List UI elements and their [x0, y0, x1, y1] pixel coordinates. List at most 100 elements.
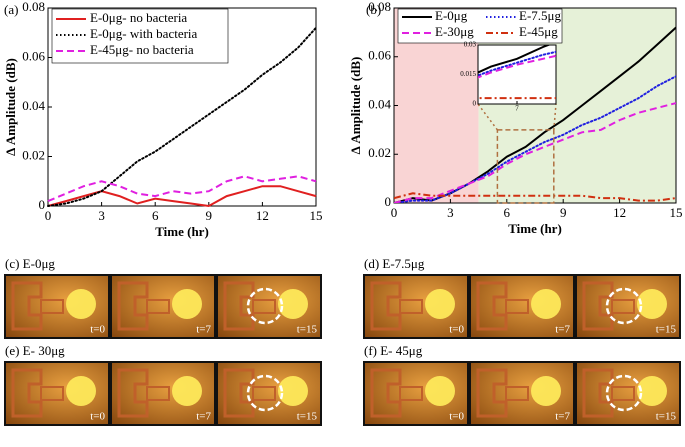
x-tick-label: 12: [256, 208, 269, 223]
zoom-box: [496, 129, 555, 204]
panel-label: (e) E- 30μg: [5, 343, 65, 358]
panel-label: (f) E- 45μg: [364, 343, 423, 358]
x-tick-label: 9: [560, 205, 567, 220]
panel-label: (d) E-7.5μg: [364, 256, 425, 271]
y-tick-label: 0: [385, 194, 392, 209]
highlight-circle: [605, 374, 643, 412]
y-tick-label: 0.06: [22, 48, 45, 63]
frame-time: t=15: [297, 411, 318, 423]
frame-time: t=0: [90, 324, 105, 336]
data-line: [478, 45, 552, 74]
electrode: [223, 281, 255, 331]
data-line: [47, 175, 317, 203]
x-tick-label: 3: [98, 208, 105, 223]
data-line: [394, 102, 676, 203]
electrode: [476, 368, 508, 418]
electrode: [582, 368, 614, 418]
legend-label: E-0μg- no bacteria: [90, 10, 187, 25]
panel-label: (c) E-0μg: [5, 256, 55, 271]
x-axis-label: Time (hr): [508, 221, 562, 236]
sensor-pad: [278, 376, 308, 406]
electrode-gap: [505, 299, 529, 314]
sensor-pad: [637, 376, 667, 406]
electrode-gap: [252, 386, 276, 401]
electrode: [11, 368, 43, 418]
electrode-gap: [399, 299, 423, 314]
y-tick-label: 0.06: [368, 48, 391, 63]
data-line: [47, 185, 317, 208]
sensor-pad: [278, 289, 308, 319]
x-tick-label: 15: [670, 205, 683, 220]
inset-y-tick-label: 0.015: [460, 70, 476, 78]
electrode-gap: [611, 386, 635, 401]
y-tick-label: 0.02: [22, 147, 45, 162]
sensor-pad: [531, 289, 561, 319]
inset-x-tick-label: 7: [515, 105, 519, 113]
data-line: [47, 26, 317, 207]
x-tick-label: 12: [613, 205, 626, 220]
x-tick-label: 15: [310, 208, 323, 223]
x-tick-label: 6: [152, 208, 159, 223]
y-axis-label: Δ Amplitude (dB): [348, 57, 363, 155]
sensor-pad: [66, 376, 96, 406]
panel-label: (b): [366, 2, 381, 17]
electrode: [223, 368, 255, 418]
sensor-pad: [531, 376, 561, 406]
electrode-gap: [252, 299, 276, 314]
frame-time: t=7: [196, 324, 211, 336]
highlight-circle: [605, 287, 643, 325]
data-line: [478, 97, 556, 100]
zoom-connector: [477, 103, 499, 131]
legend-label: E-45μg- no bacteria: [90, 42, 194, 57]
lines: [47, 26, 317, 208]
y-tick-label: 0.08: [22, 0, 45, 14]
highlight-circle: [246, 287, 284, 325]
x-axis-label: Time (hr): [155, 224, 209, 239]
data-line: [394, 192, 676, 202]
sensor-pad: [66, 289, 96, 319]
electrode-gap: [40, 386, 64, 401]
legend-label: E-45μg: [519, 24, 558, 39]
legend-label: E-30μg: [435, 24, 474, 39]
y-tick-label: 0.02: [368, 145, 391, 160]
electrode-gap: [505, 386, 529, 401]
frame-time: t=7: [555, 411, 570, 423]
electrode: [117, 368, 149, 418]
frame-time: t=0: [90, 411, 105, 423]
electrode-gap: [399, 386, 423, 401]
lines: [394, 26, 676, 203]
data-line: [478, 50, 556, 77]
frame-time: t=15: [297, 324, 318, 336]
frame-time: t=7: [196, 411, 211, 423]
electrode: [370, 281, 402, 331]
electrode-gap: [146, 386, 170, 401]
inset-y-tick-label: 0: [473, 100, 477, 108]
y-axis-label: Δ Amplitude (dB): [3, 58, 18, 156]
x-tick-label: 3: [447, 205, 454, 220]
frame-time: t=0: [449, 411, 464, 423]
electrode: [370, 368, 402, 418]
y-tick-label: 0.08: [368, 0, 391, 14]
sensor-pad: [172, 289, 202, 319]
frame-time: t=0: [449, 324, 464, 336]
sensor-pad: [425, 376, 455, 406]
electrode: [582, 281, 614, 331]
frame-time: t=15: [656, 411, 677, 423]
x-tick-label: 0: [45, 208, 52, 223]
inset-y-tick-label: 0.03: [464, 41, 477, 49]
electrode-gap: [40, 299, 64, 314]
sensor-pad: [172, 376, 202, 406]
zoom-connector: [553, 103, 557, 130]
data-line: [394, 75, 676, 203]
sensor-pad: [425, 289, 455, 319]
x-tick-label: 9: [206, 208, 213, 223]
legend-label: E-7.5μg: [519, 8, 561, 23]
y-tick-label: 0.04: [22, 98, 45, 113]
electrode: [476, 281, 508, 331]
sensor-pad: [637, 289, 667, 319]
x-tick-label: 6: [504, 205, 511, 220]
legend-label: E-0μg: [435, 8, 468, 23]
electrode: [117, 281, 149, 331]
y-tick-label: 0.04: [368, 96, 391, 111]
